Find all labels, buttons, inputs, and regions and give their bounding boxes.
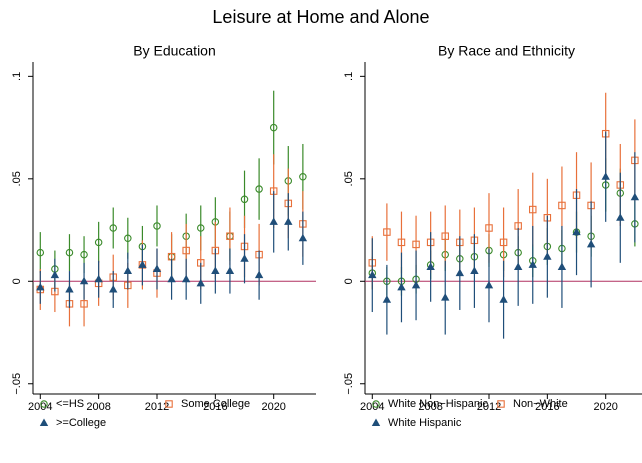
point xyxy=(226,232,234,240)
point xyxy=(240,195,249,204)
x-tick-label: 2004 xyxy=(360,401,384,413)
point xyxy=(124,234,132,242)
x-tick-label: 2020 xyxy=(593,401,617,413)
point xyxy=(254,270,264,279)
point xyxy=(368,270,377,279)
y-tick-label: 0 xyxy=(343,278,355,284)
point xyxy=(269,217,278,225)
legend-label: Non−White xyxy=(513,398,568,410)
point xyxy=(513,262,523,270)
y-tick-label: −.05 xyxy=(343,373,355,395)
legend-marker xyxy=(372,400,380,408)
point xyxy=(197,224,205,232)
point xyxy=(528,260,537,268)
legend-marker xyxy=(497,400,505,408)
point xyxy=(441,232,449,240)
point xyxy=(630,192,640,201)
point xyxy=(152,264,162,272)
point xyxy=(543,252,552,260)
point xyxy=(50,270,60,279)
y-tick-label: .1 xyxy=(11,72,23,81)
point xyxy=(382,295,392,303)
point xyxy=(109,284,118,293)
point xyxy=(499,238,508,247)
y-tick-label: −.05 xyxy=(11,373,23,395)
x-tick-label: 2008 xyxy=(418,401,442,413)
point xyxy=(529,205,537,214)
point xyxy=(240,254,249,262)
point xyxy=(558,201,566,210)
point xyxy=(586,239,596,248)
point xyxy=(383,228,391,236)
point xyxy=(284,217,293,225)
y-tick-label: 0 xyxy=(11,278,23,284)
legend-label: >=College xyxy=(56,417,106,429)
point xyxy=(412,240,420,249)
point xyxy=(484,280,494,289)
point xyxy=(601,172,610,180)
point xyxy=(441,293,450,301)
point xyxy=(36,248,45,257)
legend-marker xyxy=(165,400,173,408)
point xyxy=(572,227,581,236)
point xyxy=(138,260,147,268)
point xyxy=(426,262,435,270)
point xyxy=(94,238,103,247)
chart-title: Leisure at Home and Alone xyxy=(212,7,429,27)
y-tick-label: .1 xyxy=(343,72,355,81)
point xyxy=(182,246,190,255)
point xyxy=(123,266,133,275)
point xyxy=(225,266,235,275)
x-tick-label: 2016 xyxy=(203,401,227,413)
panel-title: By Education xyxy=(133,43,216,59)
point xyxy=(557,262,567,270)
point xyxy=(65,284,74,293)
point xyxy=(397,238,406,247)
point xyxy=(36,282,45,291)
x-tick-label: 2008 xyxy=(86,401,110,413)
point xyxy=(470,266,479,275)
legend-marker xyxy=(39,418,49,426)
point xyxy=(485,224,493,232)
point xyxy=(181,274,191,283)
panel-title: By Race and Ethnicity xyxy=(438,43,575,59)
point xyxy=(153,222,161,230)
point xyxy=(167,274,176,283)
legend-label: White Hispanic xyxy=(388,417,462,429)
x-tick-label: 2020 xyxy=(261,401,285,413)
point xyxy=(269,123,278,132)
point xyxy=(298,233,308,242)
x-tick-label: 2016 xyxy=(535,401,559,413)
point xyxy=(411,280,421,289)
legend-label: <=HS xyxy=(56,398,84,410)
x-tick-label: 2012 xyxy=(477,401,501,413)
point xyxy=(397,282,406,291)
y-tick-label: .05 xyxy=(343,171,355,186)
point xyxy=(299,173,307,181)
point xyxy=(616,213,625,221)
point xyxy=(80,250,88,259)
legend-label: Some College xyxy=(181,398,250,410)
x-tick-label: 2012 xyxy=(145,401,169,413)
legend-marker xyxy=(371,418,381,426)
point xyxy=(255,185,263,193)
x-tick-label: 2004 xyxy=(28,401,52,413)
point xyxy=(196,278,205,287)
point xyxy=(65,248,74,257)
legend-marker xyxy=(40,400,48,408)
legend-label: White Non−Hispanic xyxy=(388,398,488,410)
point xyxy=(80,300,88,308)
y-tick-label: .05 xyxy=(11,171,23,186)
point xyxy=(455,268,465,277)
point xyxy=(499,295,508,303)
point xyxy=(211,266,220,275)
point xyxy=(94,274,103,283)
point xyxy=(109,224,117,232)
point xyxy=(79,276,89,285)
